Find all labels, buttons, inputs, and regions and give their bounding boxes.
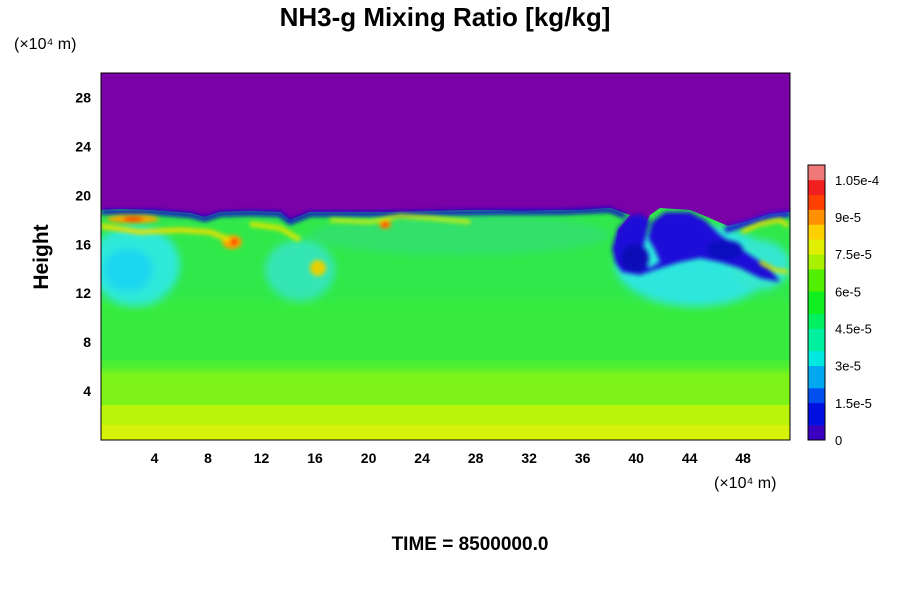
cyan-patch-left-inner bbox=[103, 248, 153, 292]
colorbar-segment bbox=[808, 209, 825, 218]
colorbar-tick-label: 7.5e-5 bbox=[835, 247, 872, 262]
hotspot-c bbox=[310, 260, 326, 276]
x-tick-label: 12 bbox=[254, 450, 270, 466]
colorbar-segment bbox=[808, 202, 825, 210]
hotspot-d-core bbox=[382, 221, 388, 227]
colorbar-segment bbox=[808, 269, 825, 277]
y-tick-label: 16 bbox=[75, 236, 91, 252]
colorbar-tick-label: 4.5e-5 bbox=[835, 322, 872, 337]
colorbar-segment bbox=[808, 402, 825, 411]
x-tick-label: 36 bbox=[575, 450, 591, 466]
x-tick-label: 16 bbox=[307, 450, 323, 466]
yellow-streak-1 bbox=[101, 223, 231, 243]
colorbar-segment bbox=[808, 410, 825, 419]
colorbar-segment bbox=[808, 276, 825, 285]
x-tick-label: 4 bbox=[151, 450, 159, 466]
x-tick-label: 32 bbox=[521, 450, 537, 466]
x-axis-unit: (×10⁴ m) bbox=[714, 475, 776, 492]
colorbar-segment bbox=[808, 387, 825, 396]
field-bottom-band bbox=[101, 425, 790, 440]
colorbar-segment bbox=[808, 350, 825, 359]
colorbar-segment bbox=[808, 306, 825, 314]
colorbar-frame bbox=[807, 164, 826, 441]
y-tick-label: 24 bbox=[75, 138, 91, 154]
colorbar-tick-label: 9e-5 bbox=[835, 210, 861, 225]
colorbar-segment bbox=[808, 328, 825, 337]
colorbar-segment bbox=[808, 335, 825, 344]
y-tick-label: 12 bbox=[75, 285, 91, 301]
colorbar bbox=[807, 164, 826, 441]
yellow-streak-3 bbox=[329, 213, 471, 225]
colorbar-segment bbox=[808, 298, 825, 307]
x-tick-labels: 4 8 12 16 20 24 28 32 36 40 44 48 bbox=[151, 450, 752, 466]
colorbar-segment bbox=[808, 246, 825, 255]
boundary-dark-band bbox=[101, 207, 626, 225]
colorbar-segment bbox=[808, 343, 825, 352]
colorbar-segment bbox=[808, 261, 825, 270]
colorbar-tick-label: 1.5e-5 bbox=[835, 396, 872, 411]
x-tick-label: 44 bbox=[682, 450, 698, 466]
colorbar-tick-label: 3e-5 bbox=[835, 359, 861, 374]
y-axis-unit: (×10⁴ m) bbox=[14, 36, 76, 53]
y-tick-label: 20 bbox=[75, 187, 91, 203]
colorbar-segment bbox=[808, 187, 825, 196]
heatmap-field bbox=[101, 73, 790, 440]
colorbar-segment bbox=[808, 194, 825, 203]
colorbar-segment bbox=[808, 165, 825, 173]
x-tick-label: 8 bbox=[204, 450, 212, 466]
yellow-streak-right bbox=[741, 217, 790, 234]
colorbar-segment bbox=[808, 224, 825, 233]
x-tick-label: 40 bbox=[628, 450, 644, 466]
colorbar-segment bbox=[808, 425, 825, 433]
chart-title: NH3-g Mixing Ratio [kg/kg] bbox=[280, 2, 611, 32]
yellow-streak-right2 bbox=[759, 260, 789, 274]
y-tick-label: 28 bbox=[75, 89, 91, 105]
hotspot-a-core bbox=[123, 216, 143, 222]
colorbar-segment bbox=[808, 239, 825, 248]
y-axis-label: Height bbox=[30, 224, 53, 289]
colorbar-segment bbox=[808, 179, 825, 188]
colorbar-segment bbox=[808, 231, 825, 240]
plot-frame bbox=[100, 72, 791, 441]
upper-purple-region bbox=[101, 73, 790, 270]
colorbar-segment bbox=[808, 217, 825, 225]
colorbar-segment bbox=[808, 358, 825, 366]
colorbar-segment bbox=[808, 254, 825, 262]
colorbar-segment bbox=[808, 291, 825, 300]
colorbar-segment bbox=[808, 321, 825, 329]
colorbar-tick-label: 1.05e-4 bbox=[835, 173, 879, 188]
boundary-deep-dip bbox=[612, 212, 780, 282]
y-tick-labels: 4 8 12 16 20 24 28 bbox=[75, 89, 91, 399]
blue-dip-core2 bbox=[707, 240, 743, 260]
x-tick-label: 48 bbox=[735, 450, 751, 466]
x-tick-label: 28 bbox=[468, 450, 484, 466]
colorbar-tick-label: 6e-5 bbox=[835, 284, 861, 299]
field-mid-band bbox=[101, 300, 790, 370]
y-tick-label: 8 bbox=[83, 334, 91, 350]
colorbar-tick-label: 0 bbox=[835, 433, 842, 448]
colorbar-segment bbox=[808, 380, 825, 389]
colorbar-segment bbox=[808, 365, 825, 374]
boundary-right-band bbox=[724, 211, 790, 233]
colorbar-segment bbox=[808, 432, 825, 441]
colorbar-segment bbox=[808, 395, 825, 404]
hotspot-b-core bbox=[230, 239, 238, 245]
yellow-streak-2 bbox=[249, 221, 302, 243]
colorbar-segment bbox=[808, 283, 825, 292]
colorbar-labels: 1.05e-4 9e-5 7.5e-5 6e-5 4.5e-5 3e-5 1.5e-5 0 bbox=[835, 173, 879, 448]
time-footer: TIME = 8500000.0 bbox=[392, 534, 549, 555]
x-tick-label: 20 bbox=[361, 450, 377, 466]
x-tick-label: 24 bbox=[414, 450, 430, 466]
blue-dip-core bbox=[621, 244, 649, 272]
colorbar-segment bbox=[808, 313, 825, 322]
colorbar-segment bbox=[808, 373, 825, 381]
y-tick-label: 4 bbox=[83, 383, 91, 399]
colorbar-segment bbox=[808, 417, 825, 426]
cyan-patch-center bbox=[265, 240, 335, 300]
colorbar-segment bbox=[808, 172, 825, 181]
